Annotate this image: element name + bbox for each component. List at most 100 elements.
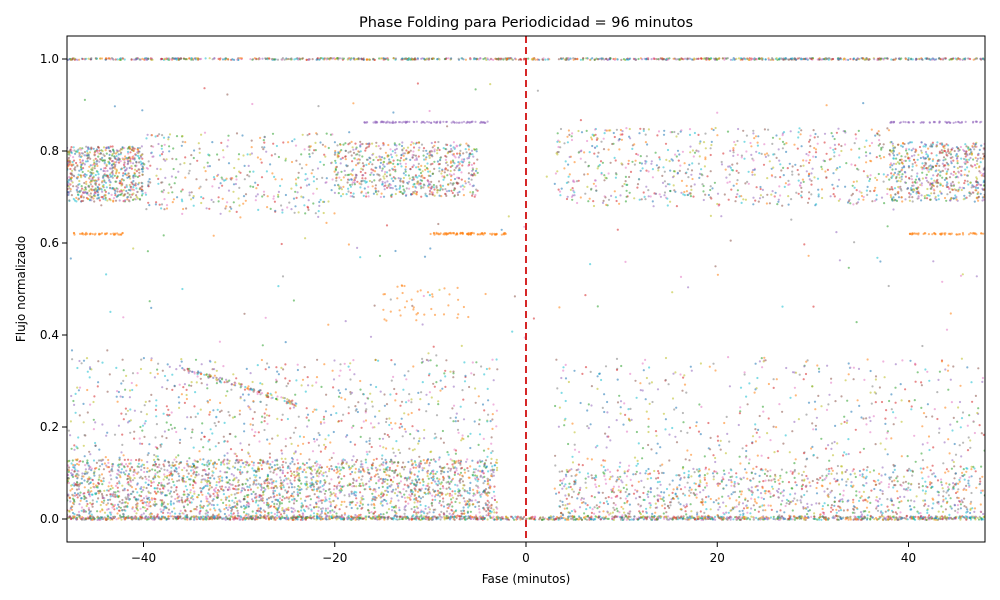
- data-point: [289, 479, 292, 482]
- data-point: [322, 488, 325, 491]
- data-point: [688, 518, 691, 521]
- data-point: [121, 57, 124, 60]
- data-point: [571, 488, 574, 491]
- data-point: [783, 57, 787, 60]
- data-point: [354, 503, 357, 507]
- data-point: [941, 57, 944, 60]
- data-point: [431, 498, 434, 501]
- data-point: [117, 509, 121, 512]
- data-point: [73, 492, 76, 495]
- data-point: [918, 57, 921, 61]
- data-point: [247, 502, 250, 505]
- data-point: [133, 496, 136, 499]
- data-point: [70, 505, 73, 508]
- data-point: [196, 460, 199, 463]
- data-point: [217, 57, 220, 61]
- data-point: [380, 516, 383, 519]
- data-point: [459, 478, 462, 481]
- data-point: [98, 474, 101, 477]
- data-point: [254, 476, 257, 479]
- data-point: [211, 474, 214, 477]
- data-point: [414, 58, 417, 61]
- data-point: [499, 57, 502, 60]
- data-point: [186, 495, 189, 498]
- data-point: [450, 508, 453, 512]
- data-point: [207, 467, 211, 471]
- data-point: [78, 58, 81, 61]
- data-point: [283, 512, 286, 515]
- data-point: [211, 462, 215, 466]
- data-point: [179, 509, 182, 512]
- data-point: [424, 504, 427, 508]
- data-point: [346, 484, 349, 487]
- data-point: [212, 513, 215, 516]
- data-point: [560, 57, 563, 61]
- data-point: [375, 482, 378, 485]
- data-point: [744, 516, 748, 519]
- data-point: [693, 57, 696, 60]
- data-point: [793, 57, 797, 61]
- data-point: [108, 470, 111, 473]
- data-point: [385, 511, 388, 514]
- data-point: [71, 459, 74, 462]
- data-point: [298, 513, 301, 517]
- data-point: [239, 518, 242, 521]
- data-point: [355, 479, 358, 482]
- data-point: [322, 471, 325, 474]
- data-point: [221, 479, 224, 482]
- data-point: [92, 517, 95, 520]
- data-point: [239, 465, 242, 468]
- data-point: [343, 475, 346, 478]
- data-point: [206, 483, 209, 486]
- data-point: [96, 510, 99, 513]
- data-point: [93, 471, 96, 474]
- data-point: [272, 496, 275, 499]
- data-point: [114, 491, 117, 494]
- data-point: [324, 496, 327, 499]
- data-point: [263, 510, 267, 513]
- data-point: [371, 467, 374, 470]
- data-point: [98, 465, 102, 468]
- data-point: [112, 58, 115, 61]
- data-point: [474, 477, 477, 480]
- data-point: [140, 459, 143, 462]
- data-point: [436, 484, 439, 487]
- data-point: [241, 487, 244, 490]
- data-point: [445, 514, 448, 518]
- data-point: [481, 469, 484, 472]
- data-point: [450, 501, 453, 504]
- data-point: [341, 57, 344, 60]
- data-point: [459, 467, 463, 470]
- data-point: [212, 504, 215, 507]
- data-point: [858, 517, 861, 520]
- data-point: [222, 493, 225, 496]
- data-point: [185, 517, 188, 520]
- data-point: [254, 492, 257, 495]
- data-point: [150, 57, 153, 60]
- data-point: [201, 463, 204, 466]
- data-point: [623, 516, 626, 519]
- data-point: [172, 502, 175, 505]
- data-point: [230, 473, 233, 476]
- data-point: [442, 500, 445, 503]
- data-point: [285, 57, 288, 60]
- data-point: [780, 57, 783, 60]
- data-point: [892, 58, 895, 61]
- data-point: [276, 514, 279, 517]
- data-point: [748, 57, 751, 60]
- data-point: [407, 502, 410, 505]
- data-point: [469, 516, 472, 519]
- data-point: [315, 479, 318, 482]
- data-point: [145, 495, 148, 498]
- data-point: [153, 475, 156, 478]
- data-point: [83, 492, 86, 495]
- data-point: [168, 492, 171, 495]
- data-point: [178, 475, 181, 478]
- data-point: [349, 473, 352, 476]
- data-point: [282, 486, 285, 489]
- data-point: [162, 516, 165, 519]
- data-point: [284, 461, 287, 464]
- data-point: [421, 478, 424, 482]
- data-point: [404, 500, 407, 503]
- data-point: [479, 495, 482, 498]
